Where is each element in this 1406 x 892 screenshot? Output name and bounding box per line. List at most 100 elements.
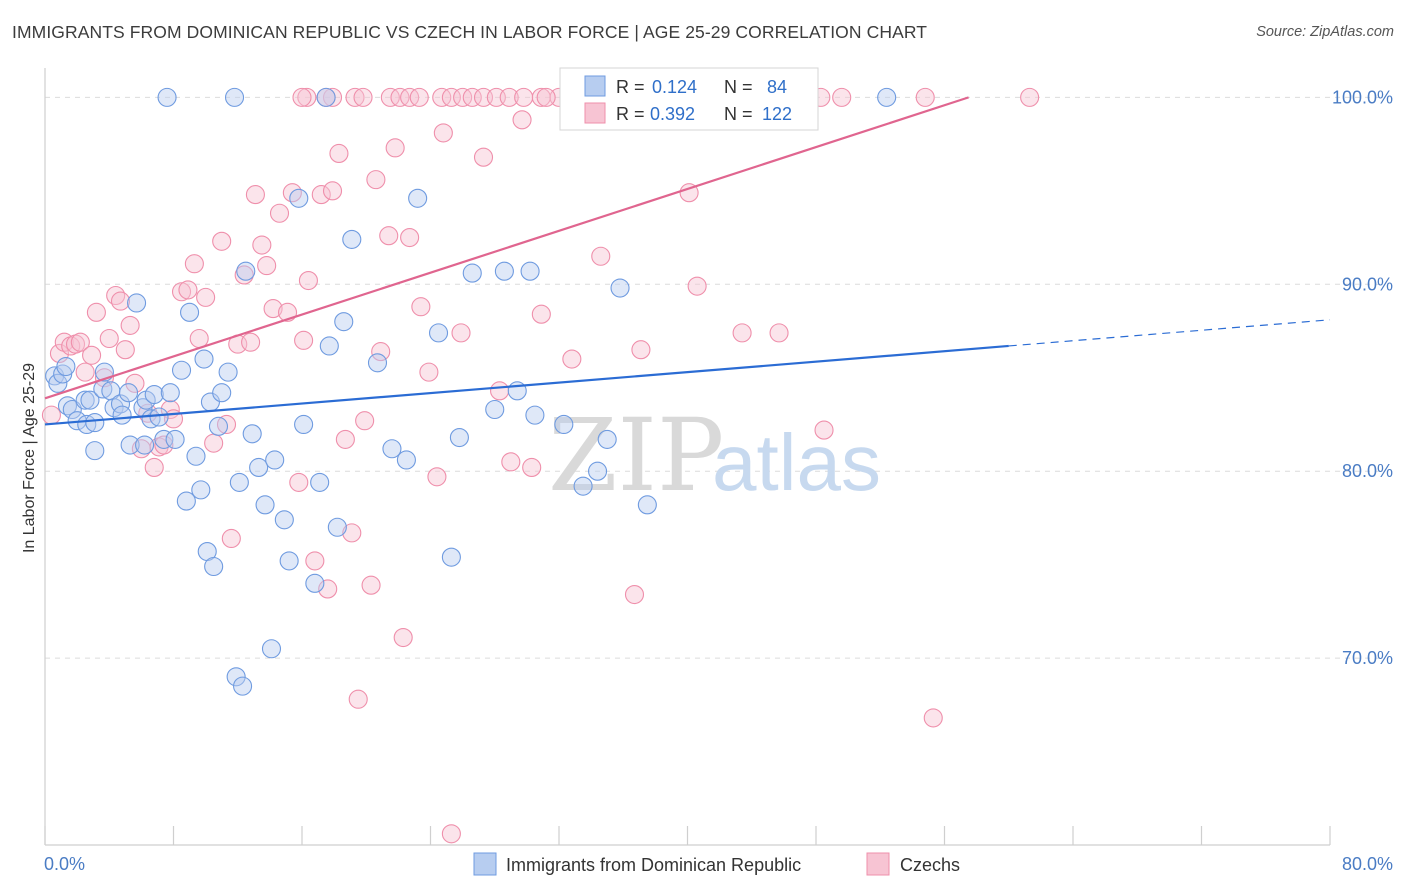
dominican-point: [165, 429, 185, 449]
czechs-point: [263, 299, 283, 319]
dominican-point: [127, 293, 147, 313]
trend-lines: [44, 96, 1331, 426]
dominican-point: [171, 360, 192, 380]
czechs-point: [86, 302, 106, 322]
czechs-point: [427, 467, 447, 487]
dominican-point: [597, 429, 617, 449]
czechs-point: [512, 110, 532, 130]
czechs-point: [171, 282, 192, 302]
czechs-point: [120, 315, 140, 335]
dominican-point: [449, 427, 469, 448]
czechs-point: [99, 328, 119, 349]
czechs-point: [832, 87, 852, 107]
czechs-point: [305, 551, 325, 571]
dominican-point: [637, 495, 657, 515]
dominican-point: [525, 405, 545, 425]
czechs-point: [915, 87, 935, 107]
legend-pink-r-value: 0.392: [650, 104, 695, 124]
dominican-point: [85, 441, 105, 461]
czechs-point: [624, 584, 645, 605]
czechs-point: [473, 147, 494, 167]
czechs-point: [371, 342, 391, 362]
czechs-point: [400, 228, 420, 248]
dominican-point: [224, 87, 245, 107]
dominican-point: [186, 446, 206, 466]
x-tick-label-max: 80.0%: [1342, 854, 1393, 874]
dominican-point: [194, 349, 214, 369]
czechs-point: [75, 362, 95, 382]
czechs-point: [490, 381, 510, 401]
czechs-point: [432, 87, 452, 107]
legend-pink-r-label: R =: [616, 104, 645, 124]
dominican-point: [120, 435, 140, 455]
dominican-point: [261, 639, 282, 659]
dominican-point: [294, 414, 314, 435]
czechs-point: [400, 87, 420, 107]
czechs-point: [462, 87, 482, 107]
czechs-point: [385, 138, 405, 158]
czechs-point: [409, 87, 429, 107]
y-tick-label-100: 100.0%: [1332, 87, 1393, 107]
czechs-point: [70, 332, 90, 352]
legend-pink-n-value: 122: [762, 104, 792, 124]
czechs-point: [348, 689, 368, 709]
watermark-zip: ZIP: [548, 397, 724, 514]
czechs-point: [393, 627, 413, 648]
czechs-point: [366, 170, 386, 190]
czechs-points: [41, 87, 1040, 844]
czechs-point: [311, 185, 331, 205]
legend-swatch-pink: [584, 102, 606, 124]
y-tick-label-90: 90.0%: [1342, 274, 1393, 294]
watermark-atlas: atlas: [712, 418, 881, 507]
czechs-point: [441, 824, 461, 844]
dominican-point: [255, 495, 275, 515]
czechs-point: [631, 340, 651, 360]
dominican-point: [441, 547, 461, 567]
dominican-point: [157, 87, 177, 107]
series-label-blue: Immigrants from Dominican Republic: [506, 855, 801, 875]
dominican-point: [877, 87, 897, 107]
dominican-point: [180, 302, 200, 322]
dominican-point: [191, 480, 211, 500]
czechs-point: [687, 276, 707, 296]
czechs-point: [335, 429, 355, 449]
dominican-point: [218, 362, 238, 382]
x-tick-label-min: 0.0%: [44, 854, 85, 874]
dominican-point: [141, 409, 161, 429]
dominican-point: [236, 261, 256, 281]
dominican-point: [226, 667, 246, 687]
dominican-trend-line: [44, 344, 1009, 426]
y-tick-label-70: 70.0%: [1342, 648, 1393, 668]
czechs-point: [379, 226, 399, 246]
dominican-point: [212, 383, 232, 403]
dominican-point: [85, 413, 105, 433]
czechs-point: [318, 579, 338, 599]
czechs-point: [110, 291, 131, 311]
series-legend: Immigrants from Dominican Republic Czech…: [473, 852, 960, 876]
dominican-point: [610, 278, 630, 298]
czechs-point: [322, 87, 343, 107]
czechs-point: [501, 452, 521, 472]
czechs-point: [178, 280, 198, 300]
dominican-point: [160, 383, 180, 403]
dominican-point: [208, 416, 229, 436]
y-tick-label-80: 80.0%: [1342, 461, 1393, 481]
dominican-point: [554, 414, 574, 435]
grid-lines: [45, 96, 1380, 659]
dominican-point: [265, 450, 285, 470]
czechs-point: [115, 340, 135, 360]
chart-title: IMMIGRANTS FROM DOMINICAN REPUBLIC VS CZ…: [12, 22, 928, 42]
czechs-point: [679, 183, 699, 203]
legend-pink-n-label: N =: [724, 104, 753, 124]
dominican-point: [485, 399, 505, 420]
dominican-point: [587, 461, 608, 481]
dominican-point: [149, 407, 169, 427]
dominican-point: [367, 353, 388, 373]
czechs-point: [411, 297, 431, 317]
czechs-point: [361, 575, 381, 595]
czechs-point: [257, 256, 277, 276]
czechs-point: [451, 323, 471, 343]
dominican-point: [56, 356, 76, 377]
dominican-point: [80, 390, 100, 410]
dominican-point: [48, 373, 68, 393]
